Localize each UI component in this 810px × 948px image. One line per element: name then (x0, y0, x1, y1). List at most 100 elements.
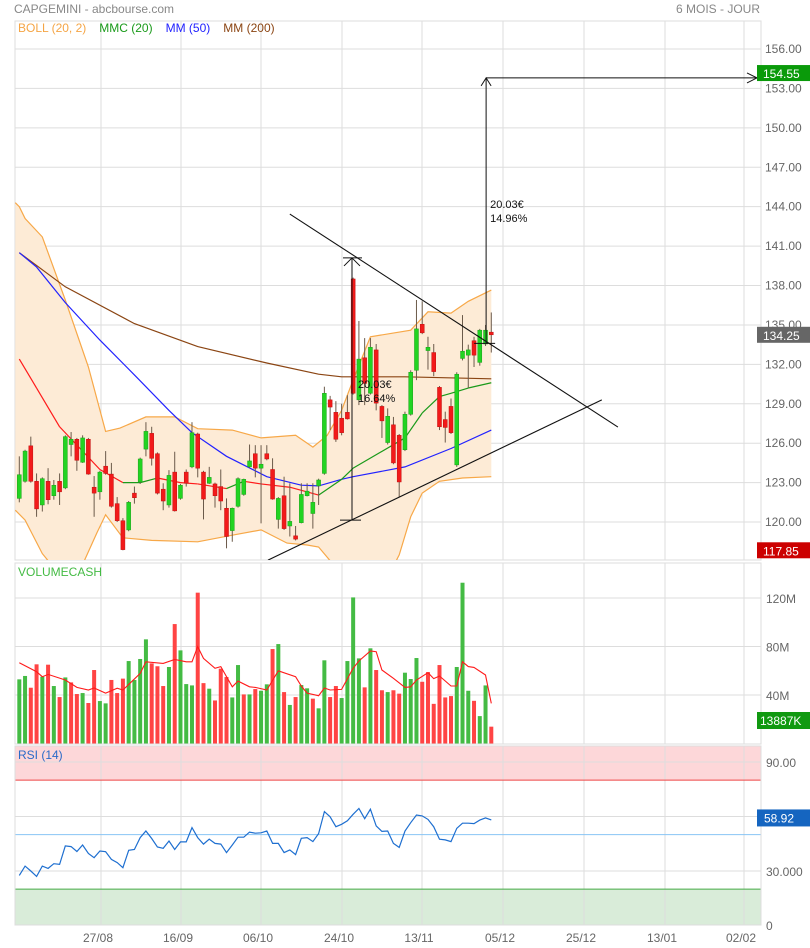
period-selector[interactable]: 6 MOIS - JOUR (675, 2, 760, 16)
candle (212, 482, 218, 508)
candle (264, 445, 270, 461)
volume-bar (166, 666, 171, 744)
legend-bollinger[interactable]: BOLL (20, 2) (18, 21, 87, 35)
candle-body (437, 387, 442, 428)
candle (466, 344, 471, 389)
price-tick-label: 150.00 (765, 121, 802, 135)
candle-body (379, 406, 385, 422)
mmc20-segment (260, 483, 290, 488)
candle (114, 497, 120, 523)
candle-body (270, 469, 275, 500)
candle-body (408, 371, 413, 415)
candle (195, 432, 200, 478)
candle-body (137, 458, 143, 483)
candle-body (299, 494, 304, 523)
volume-bar (379, 690, 384, 744)
volume-ma-line (19, 645, 492, 704)
volume-bar (109, 679, 114, 744)
volume-plot (17, 582, 494, 744)
mmc20-segment (18, 358, 38, 389)
candle (137, 457, 143, 484)
volume-bar (437, 665, 442, 744)
candle-body (206, 477, 212, 484)
candle (304, 483, 310, 497)
legend-mmc20[interactable]: MMC (20) (99, 21, 153, 35)
candle (379, 405, 385, 438)
x-tick-label: 02/02 (726, 931, 756, 945)
candle-body (339, 417, 344, 433)
volume-bar (213, 700, 218, 744)
rsi-badge-label: 58.92 (764, 811, 794, 825)
volume-bar (28, 687, 33, 744)
volume-bar (63, 677, 68, 744)
candle (368, 338, 373, 395)
candle (68, 432, 74, 457)
candle (63, 435, 68, 490)
candle (86, 437, 91, 475)
mmc20-segment (341, 467, 354, 480)
candle (448, 398, 454, 435)
candle (235, 477, 241, 508)
volume-bar (57, 697, 62, 744)
mmc20-segment (421, 396, 440, 414)
candle-body (477, 329, 483, 363)
candle-body (483, 329, 488, 345)
volume-bar (97, 701, 102, 744)
rsi-oversold-zone (15, 889, 761, 925)
indicator-legend: BOLL (20, 2) MMC (20) MM (50) MM (200) (18, 21, 275, 35)
candle-body (489, 331, 494, 336)
candle (339, 403, 344, 436)
candle (28, 436, 34, 483)
volume-bar (34, 664, 39, 744)
candle-body (57, 481, 62, 493)
price-badge (757, 542, 810, 559)
price-tick-label: 141.00 (765, 239, 802, 253)
candle (402, 411, 408, 452)
volume-bar (126, 661, 131, 744)
legend-mm200[interactable]: MM (200) (223, 21, 275, 35)
candle-body (402, 414, 408, 451)
volume-bar (184, 684, 189, 744)
candle-body (373, 349, 379, 404)
candle (414, 299, 419, 381)
candle-body (310, 502, 316, 514)
panel-border (14, 562, 762, 745)
volume-bar (305, 688, 310, 744)
volume-badge (757, 712, 810, 729)
candle (322, 386, 327, 475)
candle-body (120, 520, 126, 550)
candle-body (74, 439, 80, 461)
candle (419, 301, 425, 335)
candle (160, 483, 166, 511)
volume-bar (483, 685, 488, 744)
candle (218, 469, 224, 511)
measurement-percent: 16.64% (358, 393, 396, 405)
mmc20-segment (180, 482, 198, 485)
volume-bar (51, 686, 56, 744)
mm50-line (18, 252, 492, 487)
volume-bar (397, 693, 402, 744)
candle-body (160, 488, 166, 502)
candle (460, 315, 465, 361)
mmc20-segment (352, 437, 406, 469)
volume-bar (132, 679, 137, 744)
candle-body (391, 424, 396, 464)
x-tick-label: 24/10 (324, 931, 354, 945)
candle (97, 470, 103, 500)
candle (172, 451, 177, 512)
legend-mm50[interactable]: MM (50) (165, 21, 211, 35)
candle (258, 445, 264, 524)
candle-body (350, 278, 356, 394)
candle (281, 476, 287, 530)
volume-panel-title: VOLUMECASH (18, 565, 103, 579)
volume-tick-label: 80M (766, 641, 789, 655)
rsi-badge (757, 809, 810, 827)
candle-body (448, 406, 454, 433)
volume-bar (189, 685, 194, 744)
volume-bar (402, 672, 407, 744)
candle (310, 483, 316, 529)
volume-bar (241, 694, 246, 744)
x-tick-label: 05/12 (485, 931, 515, 945)
candle-body (247, 460, 252, 468)
